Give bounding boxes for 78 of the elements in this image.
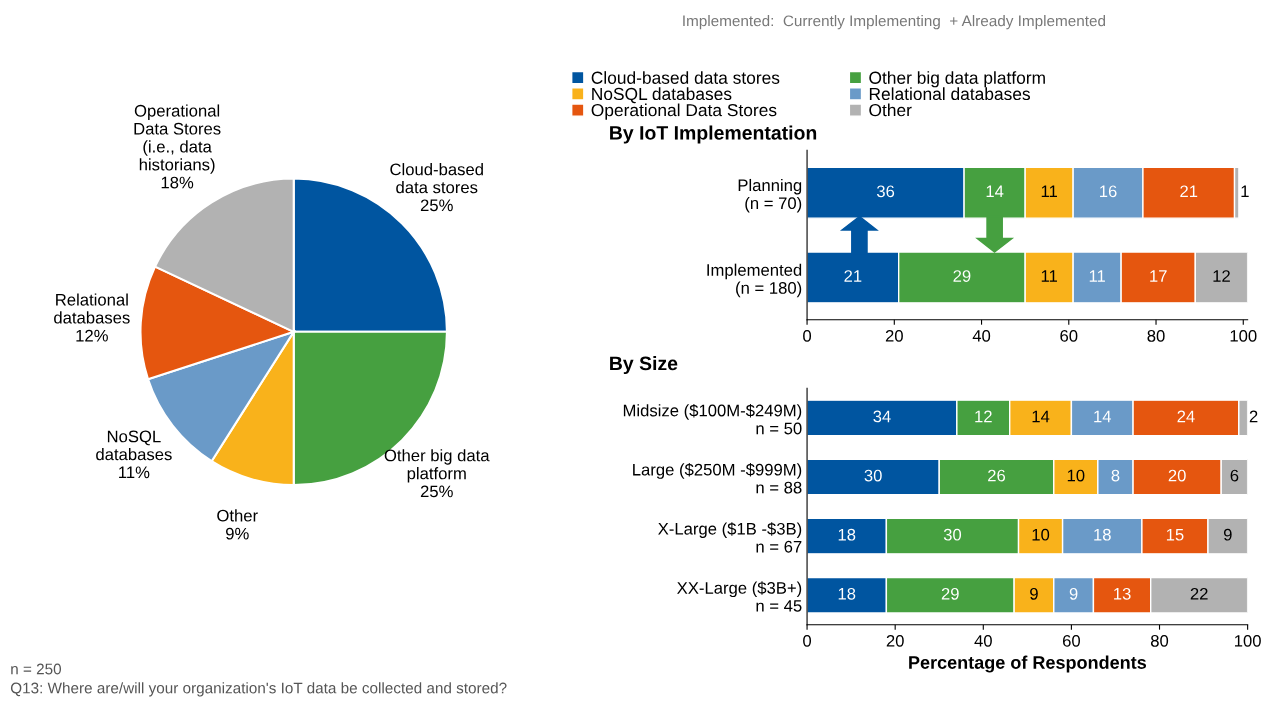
y-tick-label: Implemented (n = 180) bbox=[707, 263, 802, 298]
y-tick-label: Planning (n = 70) bbox=[738, 178, 802, 213]
data-label: 29 bbox=[953, 270, 971, 282]
x-tick-label: 100 bbox=[1230, 329, 1257, 342]
data-label: 11 bbox=[1089, 270, 1105, 282]
data-label: 11 bbox=[1041, 185, 1057, 198]
legend-label: Other big data platform bbox=[869, 71, 1045, 88]
text: Q13: Where are/will your organization's IoT data be collected and stored? bbox=[10, 682, 507, 697]
text: n = 250 bbox=[11, 663, 62, 675]
data-label: 9 bbox=[1223, 528, 1232, 541]
y-tick-label: Large ($250M -$999M) n = 88 bbox=[633, 463, 802, 494]
data-label: 16 bbox=[1100, 185, 1117, 198]
legend-label: Other bbox=[869, 103, 912, 117]
data-label: 14 bbox=[1094, 410, 1112, 423]
data-label: 14 bbox=[986, 185, 1004, 198]
data-label: 34 bbox=[873, 410, 891, 423]
data-label: 17 bbox=[1150, 270, 1167, 282]
slice-label: Other big data platform bbox=[384, 449, 490, 483]
data-label: 10 bbox=[1067, 469, 1085, 482]
data-label: 12 bbox=[975, 410, 992, 423]
x-tick-label: 20 bbox=[886, 634, 904, 647]
data-label: 6 bbox=[1230, 469, 1239, 482]
x-tick-label: 0 bbox=[803, 329, 812, 342]
x-axis-title: Percentage of Respondents bbox=[909, 655, 1147, 673]
data-label: 9 bbox=[1069, 587, 1078, 600]
data-label: 8 bbox=[1111, 469, 1120, 482]
x-tick-label: 40 bbox=[972, 329, 991, 342]
data-label: 18 bbox=[838, 528, 856, 541]
slice-label: Relational databases bbox=[54, 293, 130, 324]
data-label: 20 bbox=[1168, 469, 1186, 482]
y-tick-label: X-Large ($1B -$3B) n = 67 bbox=[658, 522, 802, 553]
data-label: 29 bbox=[941, 587, 959, 600]
chart-title: By IoT Implementation bbox=[610, 125, 817, 144]
x-tick-label: 60 bbox=[1060, 329, 1078, 342]
data-label: 18 bbox=[838, 587, 856, 600]
text: Implemented: Currently Implementing + Already Implemented bbox=[683, 15, 1106, 30]
x-tick-label: 80 bbox=[1147, 329, 1165, 342]
slice-label: NoSQL databases bbox=[96, 430, 172, 461]
data-label: 25% bbox=[420, 485, 453, 498]
data-label: 12% bbox=[76, 329, 108, 342]
y-tick-label: XX-Large ($3B+) n = 45 bbox=[677, 581, 802, 612]
x-tick-label: 40 bbox=[974, 634, 992, 647]
legend-label: Cloud-based data stores bbox=[591, 71, 780, 84]
x-tick-label: 20 bbox=[885, 329, 903, 342]
data-label: 22 bbox=[1190, 587, 1208, 600]
slice-label: Cloud-based data stores bbox=[390, 163, 483, 194]
data-label: 15 bbox=[1166, 528, 1184, 541]
slice-label: Operational Data Stores (i.e., data historians) bbox=[134, 104, 221, 174]
x-tick-label: 80 bbox=[1150, 634, 1169, 647]
data-label: 2 bbox=[1249, 410, 1258, 423]
data-label: 18 bbox=[1094, 528, 1111, 541]
text: By Size bbox=[610, 355, 678, 375]
data-label: 26 bbox=[988, 469, 1006, 482]
data-label: 13 bbox=[1114, 587, 1131, 600]
data-label: 21 bbox=[844, 270, 862, 282]
data-label: 11% bbox=[119, 466, 150, 479]
x-tick-label: 100 bbox=[1235, 634, 1261, 647]
legend-label: Relational databases bbox=[869, 87, 1030, 101]
data-label: 24 bbox=[1177, 410, 1195, 423]
data-label: 30 bbox=[943, 528, 962, 541]
data-label: 25% bbox=[420, 199, 453, 212]
slice-label: Other bbox=[217, 509, 258, 522]
data-label: 14 bbox=[1032, 410, 1050, 423]
data-label: 30 bbox=[864, 469, 882, 482]
data-label: 9% bbox=[226, 527, 249, 540]
data-label: 11 bbox=[1041, 270, 1057, 282]
data-label: 1 bbox=[1241, 185, 1249, 198]
y-tick-label: Midsize ($100M-$249M) n = 50 bbox=[623, 403, 802, 435]
data-label: 18% bbox=[161, 176, 194, 189]
data-label: 10 bbox=[1032, 528, 1050, 541]
data-label: 36 bbox=[876, 185, 895, 198]
x-tick-label: 60 bbox=[1062, 634, 1081, 647]
legend-label: NoSQL databases bbox=[592, 87, 732, 104]
data-label: 12 bbox=[1213, 270, 1230, 282]
legend-label: Operational Data Stores bbox=[591, 103, 777, 120]
data-label: 21 bbox=[1180, 185, 1198, 198]
x-tick-label: 0 bbox=[803, 634, 812, 647]
data-label: 9 bbox=[1030, 587, 1038, 600]
